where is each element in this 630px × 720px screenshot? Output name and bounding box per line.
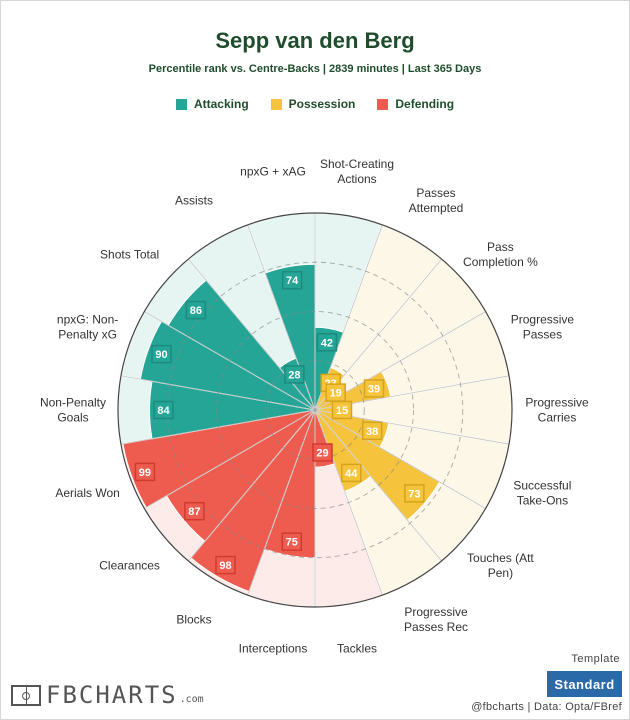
value-label-non-penalty-goals: 84 [153,400,174,420]
template-standard-button[interactable]: Standard [547,671,622,697]
legend: Attacking Possession Defending [0,97,630,111]
category-label-shot-creating-actions: Shot-Creating Actions [320,157,394,186]
svg-text:44: 44 [345,468,358,480]
category-label-npxg-non-penalty-xg: npxG: Non-Penalty xG [57,313,118,342]
value-label-successful-take-ons: 38 [361,421,383,441]
value-label-blocks: 98 [215,555,236,575]
legend-swatch [377,98,389,110]
category-label-clearances: Clearances [99,559,160,573]
grid-spoke [247,409,316,596]
svg-text:42: 42 [321,337,333,349]
svg-text:90: 90 [155,349,167,361]
value-label-progressive-passes: 39 [363,379,385,398]
svg-text:29: 29 [316,448,328,460]
category-label-progressive-passes-rec: Progressive Passes Rec [404,605,468,634]
grid-spoke [188,258,316,411]
value-label-pass-completion: 19 [325,383,346,402]
value-label-npxg-non-penalty-xg: 90 [151,344,172,364]
category-label-pass-completion: Pass Completion % [463,240,538,269]
category-label-tackles: Tackles [337,641,377,655]
svg-text:98: 98 [219,560,231,572]
value-label-shot-creating-actions: 42 [316,333,338,352]
legend-label: Attacking [193,97,249,111]
value-label-tackles: 29 [312,443,333,462]
brand-logo: FBCHARTS .com [11,681,204,709]
legend-item-attacking: Attacking [175,97,249,111]
svg-text:84: 84 [157,405,170,417]
category-label-aerials-won: Aerials Won [55,486,119,500]
value-label-interceptions: 75 [281,532,303,551]
value-label-shots-total: 86 [185,300,207,320]
legend-swatch [270,98,282,110]
legend-label: Defending [395,97,455,111]
grid-spoke [188,409,316,562]
value-label-assists: 28 [284,365,305,384]
category-label-progressive-passes: Progressive Passes [511,313,575,342]
category-label-successful-take-ons: Successful Take-Ons [513,478,571,507]
grid-spoke [144,409,316,509]
grid-ring [216,311,414,509]
value-label-progressive-carries: 15 [331,400,353,420]
brand-domain: .com [179,694,204,705]
value-labels: 422319391538734429759887998490862874 [134,270,425,575]
category-label-passes-attempted: Passes Attempted [409,186,464,215]
page-title: Sepp van den Berg [215,28,415,53]
svg-text:74: 74 [286,275,299,287]
category-label-progressive-carries: Progressive Carries [525,396,589,425]
category-label-npxg-xag: npxG + xAG [240,165,306,179]
outer-ring [117,212,513,608]
svg-text:19: 19 [330,388,342,400]
legend-item-possession: Possession [270,97,356,111]
value-label-npxg-xag: 74 [281,270,303,290]
legend-swatch [175,98,187,110]
value-label-progressive-passes-rec: 44 [341,463,362,483]
category-labels: Shot-Creating Actions Passes Attempted Pass C… [40,157,589,655]
svg-text:87: 87 [188,506,200,518]
legend-item-defending: Defending [377,97,454,111]
page-subtitle: Percentile rank vs. Centre-Backs | 2839 … [148,63,482,75]
pitch-icon [11,685,41,706]
value-label-touches-att-pen: 73 [404,484,425,503]
data-credit: @fbcharts | Data: Opta/FBref [471,701,622,713]
category-label-non-penalty-goals: Non-Penalty Goals [40,396,106,425]
svg-text:38: 38 [366,426,378,438]
category-label-interceptions: Interceptions [239,641,308,655]
svg-text:15: 15 [336,405,348,417]
grid-ring [265,360,365,460]
svg-text:28: 28 [288,369,300,381]
svg-text:73: 73 [408,488,420,500]
category-label-touches-att-pen: Touches (Att Pen) [467,551,534,580]
svg-text:86: 86 [190,305,202,317]
category-label-shots-total: Shots Total [100,247,159,261]
svg-text:39: 39 [368,384,380,396]
svg-text:99: 99 [139,467,151,479]
brand-name: FBCHARTS [46,681,178,709]
category-label-blocks: Blocks [176,613,211,627]
value-label-aerials-won: 99 [134,462,156,482]
svg-text:75: 75 [286,537,298,549]
category-label-assists: Assists [175,193,213,207]
value-label-clearances: 87 [184,501,205,521]
legend-label: Possession [288,97,356,111]
template-label: Template [571,653,620,665]
grid-spoke [314,409,486,509]
